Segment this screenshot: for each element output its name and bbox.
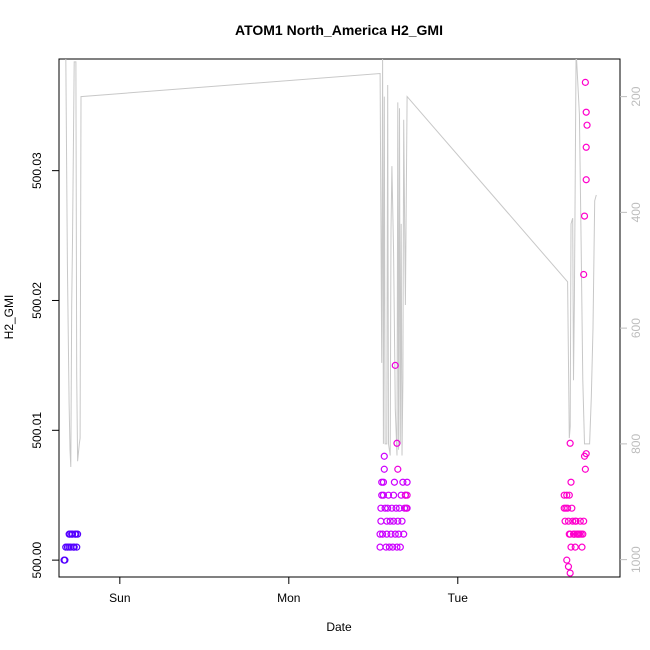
- data-point: [560, 491, 568, 499]
- y-tick-label: 500.03: [30, 152, 44, 189]
- data-point: [396, 543, 404, 551]
- data-point: [563, 491, 571, 499]
- data-point: [384, 504, 392, 512]
- data-point: [389, 491, 398, 499]
- data-point: [380, 465, 388, 473]
- data-point: [393, 439, 401, 447]
- data-point: [382, 543, 390, 551]
- x-tick-label: Sun: [109, 591, 130, 605]
- altitude-line: [65, 59, 597, 468]
- data-point: [70, 543, 78, 551]
- data-point: [385, 543, 393, 551]
- data-point: [580, 517, 588, 525]
- data-point: [583, 121, 591, 129]
- data-point: [398, 517, 406, 525]
- data-point: [403, 478, 411, 486]
- data-point: [582, 143, 590, 151]
- data-point: [379, 491, 388, 499]
- data-point: [564, 504, 572, 512]
- data-point: [564, 563, 573, 571]
- data-point: [567, 478, 575, 486]
- data-point: [579, 530, 587, 538]
- data-point: [395, 504, 404, 512]
- data-point: [391, 530, 399, 538]
- data-point: [566, 569, 574, 577]
- data-point: [566, 530, 574, 538]
- data-point: [571, 517, 579, 525]
- data-point: [582, 176, 590, 184]
- data-point: [376, 543, 384, 551]
- data-point: [568, 504, 576, 512]
- data-point: [582, 108, 590, 116]
- data-point: [403, 491, 411, 499]
- data-point: [380, 452, 388, 460]
- y2-tick-label: 200: [629, 86, 643, 106]
- data-point: [61, 556, 69, 564]
- data-point: [389, 543, 397, 551]
- x-tick-label: Mon: [277, 591, 300, 605]
- y2-tick-label: 600: [629, 318, 643, 338]
- y2-tick-label: 400: [629, 202, 643, 222]
- data-point: [571, 543, 579, 551]
- data-point: [580, 270, 588, 279]
- data-point: [389, 517, 398, 525]
- data-point: [387, 530, 395, 538]
- data-point: [383, 517, 391, 525]
- data-point: [569, 517, 577, 525]
- data-point: [388, 504, 396, 512]
- plot-frame: [58, 58, 621, 578]
- data-point: [391, 361, 399, 369]
- data-point: [402, 504, 410, 512]
- data-point: [386, 517, 394, 525]
- data-point: [581, 465, 589, 473]
- y2-tick-label: 800: [629, 434, 643, 454]
- data-point: [68, 530, 77, 538]
- data-point: [563, 556, 571, 564]
- y2-tick-label: 1000: [629, 546, 643, 573]
- data-point: [399, 478, 407, 486]
- data-point: [582, 450, 590, 458]
- data-point: [383, 530, 391, 538]
- y-tick-label: 500.00: [30, 541, 44, 578]
- data-point: [379, 478, 388, 486]
- x-tick-label: Tue: [448, 591, 469, 605]
- data-point: [393, 543, 401, 551]
- y-tick-label: 500.01: [30, 412, 44, 449]
- data-point: [384, 491, 393, 499]
- data-point: [566, 439, 574, 447]
- data-point: [394, 517, 402, 525]
- data-point: [567, 543, 575, 551]
- data-point: [392, 504, 400, 512]
- data-point: [395, 530, 403, 538]
- data-point: [376, 530, 384, 538]
- chart-title: ATOM1 North_America H2_GMI: [235, 22, 443, 38]
- data-point: [581, 78, 589, 86]
- x-axis-label: Date: [326, 620, 352, 634]
- data-point: [578, 543, 586, 551]
- data-point: [580, 212, 589, 220]
- y-tick-label: 500.02: [30, 282, 44, 319]
- data-point: [564, 517, 573, 525]
- chart-marks: Sun Mon Tue 500.00 500.01 500.02 500.03 200 400 6…: [30, 58, 643, 605]
- data-point: [565, 491, 573, 499]
- data-point: [73, 543, 81, 551]
- data-point: [377, 517, 385, 525]
- data-point: [576, 517, 584, 525]
- data-point: [73, 530, 82, 538]
- data-point: [381, 504, 389, 512]
- data-point: [394, 465, 402, 473]
- data-point: [378, 530, 387, 538]
- y-axis-label: H2_GMI: [2, 295, 16, 340]
- data-point: [561, 517, 569, 525]
- data-point: [377, 504, 385, 512]
- data-point: [400, 530, 408, 538]
- data-point: [390, 478, 399, 486]
- data-point: [570, 530, 578, 538]
